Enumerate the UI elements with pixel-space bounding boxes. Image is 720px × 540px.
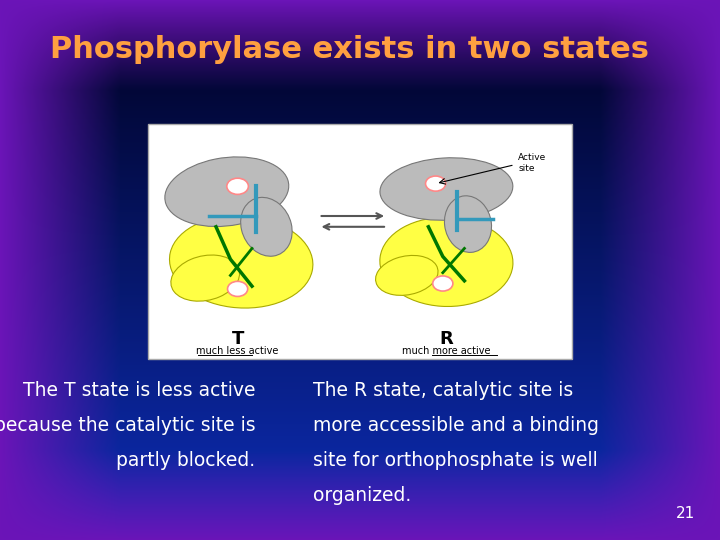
Ellipse shape [240, 197, 292, 256]
Ellipse shape [426, 176, 446, 191]
Ellipse shape [227, 178, 248, 194]
Text: site for orthophosphate is well: site for orthophosphate is well [313, 451, 598, 470]
Text: 21: 21 [675, 506, 695, 521]
Text: much less active: much less active [197, 346, 279, 356]
Text: The R state, catalytic site is: The R state, catalytic site is [313, 381, 573, 400]
Text: partly blocked.: partly blocked. [117, 451, 256, 470]
Ellipse shape [380, 217, 513, 307]
Text: because the catalytic site is: because the catalytic site is [0, 416, 256, 435]
Text: more accessible and a binding: more accessible and a binding [313, 416, 599, 435]
Ellipse shape [171, 255, 240, 301]
Text: The T state is less active: The T state is less active [23, 381, 256, 400]
Text: T: T [231, 329, 244, 348]
Text: Phosphorylase exists in two states: Phosphorylase exists in two states [50, 35, 649, 64]
Ellipse shape [380, 158, 513, 220]
Text: much more active: much more active [402, 346, 490, 356]
Ellipse shape [169, 216, 313, 308]
Bar [148, 124, 572, 359]
Text: R: R [439, 329, 454, 348]
Ellipse shape [444, 196, 492, 252]
Text: organized.: organized. [313, 486, 411, 505]
Ellipse shape [228, 281, 248, 296]
Ellipse shape [165, 157, 289, 226]
Text: Active
site: Active site [518, 153, 546, 173]
Ellipse shape [376, 255, 438, 295]
Ellipse shape [433, 276, 453, 291]
